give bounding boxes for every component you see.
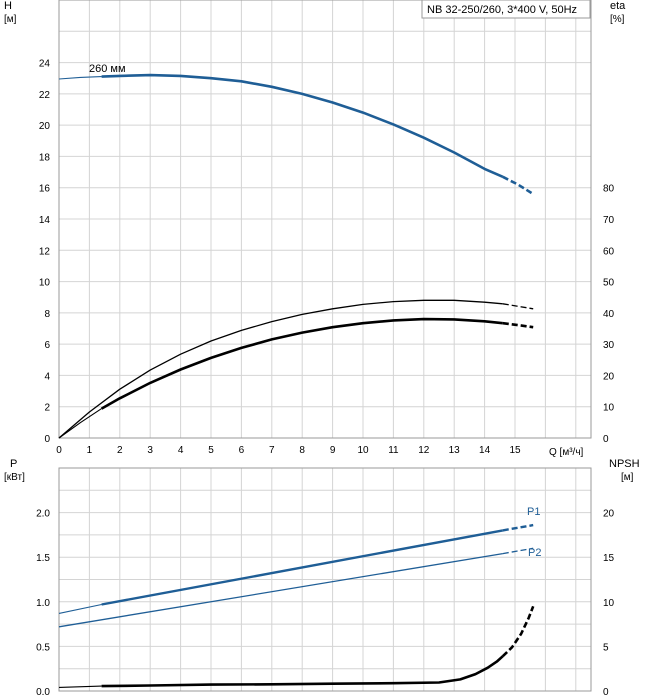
y-right-tick-label: 10 <box>603 403 615 414</box>
x-tick-label: 14 <box>479 445 491 456</box>
y-left-tick-label: 20 <box>39 121 51 132</box>
x-tick-label: 6 <box>239 445 245 456</box>
y-right-tick-label: 0 <box>603 687 609 698</box>
y-left-tick-label: 16 <box>39 184 51 195</box>
y-right-tick-label: 5 <box>603 642 609 653</box>
upper-plot-frame <box>58 0 592 439</box>
lower-chart-grid <box>59 468 591 691</box>
x-axis-label: Q [м³/ч] <box>549 447 584 458</box>
lower-right-axis-label: NPSH <box>609 458 640 470</box>
series-eta-2-dashed <box>502 321 534 329</box>
x-tick-label: 11 <box>388 445 399 456</box>
lower-plot-frame <box>58 467 592 692</box>
y-left-tick-label: 18 <box>39 152 51 163</box>
y-left-tick-label: 4 <box>44 371 50 382</box>
x-tick-label: 10 <box>357 445 369 456</box>
upper-chart-tick-labels: 0 1 2 3 4 5 6 7 8 9 10 11 12 13 14 15024681012141618202… <box>39 59 615 456</box>
series-label-p2: P2 <box>528 547 541 559</box>
y-right-tick-label: 20 <box>603 371 615 382</box>
upper-right-axis-unit: [%] <box>610 14 625 25</box>
y-left-tick-label: 2.0 <box>36 509 50 520</box>
series-NPSH <box>101 655 504 688</box>
y-right-tick-label: 50 <box>603 278 615 289</box>
x-tick-label: 0 <box>56 445 62 456</box>
series-P1 <box>101 529 504 606</box>
y-left-tick-label: 22 <box>39 90 51 101</box>
upper-right-axis-label: eta <box>610 0 626 12</box>
y-right-tick-label: 15 <box>603 553 615 564</box>
lower-right-axis-unit: [м] <box>621 472 634 483</box>
series-NPSH-dashed <box>501 605 535 658</box>
x-tick-label: 9 <box>330 445 336 456</box>
x-tick-label: 4 <box>178 445 184 456</box>
upper-chart-grid <box>59 0 591 438</box>
lower-left-axis-unit: [кВт] <box>4 472 25 483</box>
series-eta-1-dashed <box>502 303 534 310</box>
x-tick-label: 3 <box>147 445 153 456</box>
series-P1-start <box>58 603 102 614</box>
y-right-tick-label: 0 <box>603 434 609 445</box>
y-left-tick-label: 0.0 <box>36 687 50 698</box>
y-right-tick-label: 80 <box>603 184 615 195</box>
x-tick-label: 12 <box>418 445 430 456</box>
x-tick-label: 7 <box>269 445 275 456</box>
lower-chart-series <box>58 523 535 688</box>
y-left-tick-label: 0 <box>44 434 50 445</box>
series-P2 <box>58 552 503 628</box>
y-left-tick-label: 14 <box>39 215 51 226</box>
x-tick-label: 1 <box>87 445 93 456</box>
y-left-tick-label: 10 <box>39 278 51 289</box>
y-right-tick-label: 10 <box>603 598 615 609</box>
x-tick-label: 5 <box>208 445 214 456</box>
series-NPSH-start <box>58 685 102 688</box>
upper-left-axis-label: H <box>4 0 12 12</box>
series-P1-dashed <box>502 523 534 532</box>
series-eta-2 <box>100 317 503 410</box>
upper-left-axis-unit: [м] <box>4 14 17 25</box>
y-left-tick-label: 0.5 <box>36 642 50 653</box>
y-left-tick-label: 24 <box>39 59 51 70</box>
lower-left-axis-label: P <box>10 458 17 470</box>
y-left-tick-label: 8 <box>44 309 50 320</box>
series-eta-1 <box>58 299 503 439</box>
y-right-tick-label: 40 <box>603 309 615 320</box>
chart-title: NB 32-250/260, 3*400 V, 50Hz <box>427 4 577 16</box>
series-eta-2-start <box>58 408 102 439</box>
chart-title-box <box>421 0 591 19</box>
series-head <box>101 73 504 178</box>
series-head-dashed <box>502 175 534 196</box>
series-P2-dashed <box>502 547 534 555</box>
series-head-start <box>58 76 102 80</box>
lower-chart-tick-labels: 0.0 0.5 1.0 1.5 2.0 0 5 10 15 20 <box>36 509 614 698</box>
series-label-p1: P1 <box>527 506 540 518</box>
y-left-tick-label: 6 <box>44 340 50 351</box>
x-tick-label: 2 <box>117 445 123 456</box>
y-left-tick-label: 1.0 <box>36 598 50 609</box>
y-right-tick-label: 30 <box>603 340 615 351</box>
y-right-tick-label: 70 <box>603 215 615 226</box>
y-right-tick-label: 20 <box>603 509 615 520</box>
y-left-tick-label: 1.5 <box>36 553 50 564</box>
x-tick-label: 8 <box>299 445 305 456</box>
upper-chart-series <box>58 73 534 439</box>
x-tick-label: 15 <box>509 445 521 456</box>
x-tick-label: 13 <box>449 445 461 456</box>
y-left-tick-label: 12 <box>39 246 51 257</box>
y-left-tick-label: 2 <box>44 403 50 414</box>
curve-label-260: 260 мм <box>89 63 126 75</box>
y-right-tick-label: 60 <box>603 246 615 257</box>
